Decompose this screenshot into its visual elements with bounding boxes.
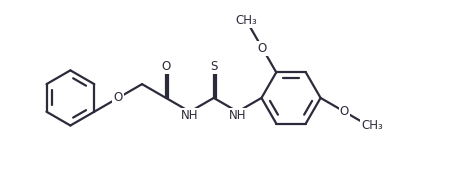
Text: O: O	[339, 105, 349, 118]
Text: S: S	[210, 60, 217, 73]
Text: O: O	[257, 42, 267, 55]
Text: CH₃: CH₃	[235, 14, 257, 27]
Text: O: O	[113, 92, 122, 104]
Text: CH₃: CH₃	[361, 119, 382, 132]
Text: O: O	[161, 60, 170, 73]
Text: NH: NH	[228, 109, 246, 122]
Text: NH: NH	[181, 109, 198, 122]
